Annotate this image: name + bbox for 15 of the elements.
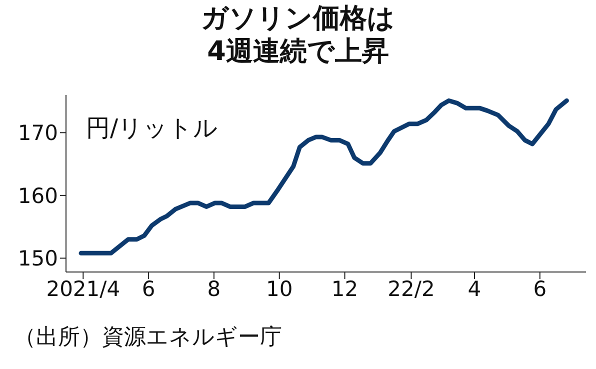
y-axis-title: 円/リットル <box>86 113 218 144</box>
x-tick-label: 4 <box>468 276 482 301</box>
x-tick-label: 8 <box>207 276 221 301</box>
x-tick-label: 10 <box>266 276 293 301</box>
y-tick-label: 160 <box>18 184 58 208</box>
y-tick-label: 170 <box>18 121 58 146</box>
x-tick-label: 22/2 <box>388 276 435 301</box>
chart-title: ガソリン価格は 4週連続で上昇 <box>200 2 396 68</box>
line-series <box>78 98 569 256</box>
y-tick-label: 150 <box>18 246 58 271</box>
x-tick-label: 2021/4 <box>46 276 120 301</box>
text: （出所）資源エネルギー庁 <box>14 324 282 352</box>
x-tick-label: 6 <box>142 276 156 301</box>
x-tick-label: 12 <box>331 276 358 301</box>
x-tick-label: 6 <box>533 276 547 301</box>
